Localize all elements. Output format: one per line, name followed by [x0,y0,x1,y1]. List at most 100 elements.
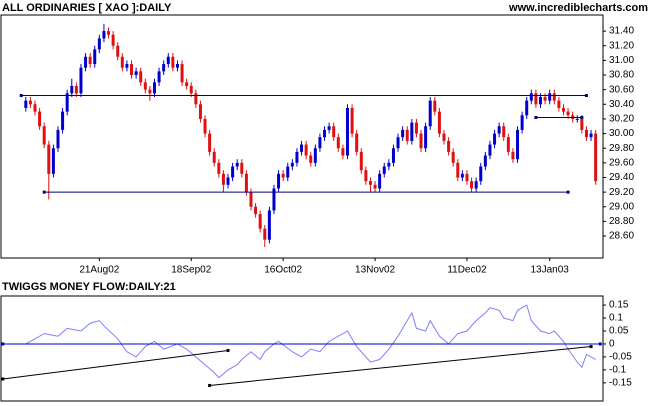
candle-body [102,31,106,39]
candle-body [350,107,354,134]
candle-body [428,100,432,127]
y-tick-label: 31.00 [609,55,634,66]
candle-body [506,137,510,152]
candle-body [111,34,115,46]
y-tick-label: 29.60 [609,157,634,168]
candle-body [180,64,184,83]
y-tick-label: 30.80 [609,70,634,81]
candle-body [566,111,570,116]
candle-body [208,133,212,152]
candle-body [483,155,487,167]
candle-body [235,162,239,167]
candle-body [584,129,588,138]
candle-body [341,148,345,156]
candle-body [451,151,455,163]
source: www.incrediblecharts.com [508,2,648,14]
y-tick-label: 0 [609,339,615,350]
trend-handle [1,377,5,381]
y-tick-label: 0.15 [609,300,629,311]
y-tick-label: -0.1 [609,365,627,376]
trend-handle [566,190,570,194]
y-tick-label: 30.00 [609,128,634,139]
candle-body [424,126,428,149]
y-tick-label: 0.1 [609,313,623,324]
candle-body [575,118,579,120]
y-tick-label: 30.60 [609,84,634,95]
candle-body [401,129,405,138]
candle-body [152,82,156,94]
candle-body [525,100,529,116]
x-tick-label: 13Nov02 [355,265,395,276]
candle-body [47,144,51,174]
panel-frame [0,295,604,402]
candle-body [28,100,32,105]
trend-line [209,346,592,386]
candle-body [93,49,97,65]
candle-body [148,89,152,94]
candle-body [456,162,460,178]
candle-body [465,173,469,182]
candle-body [33,104,37,112]
candle-body [387,162,391,167]
candle-body [120,56,124,68]
candle-body [474,181,478,189]
candle-body [88,56,92,65]
candle-body [442,133,446,141]
trend-handle [19,94,23,98]
y-tick-label: 29.20 [609,187,634,198]
trend-handle [589,345,593,349]
candle-body [327,126,331,130]
candle-body [139,71,143,83]
y-tick-label: 30.40 [609,99,634,110]
trend-handle [598,342,602,346]
candle-body [300,144,304,152]
candle-body [51,148,55,174]
x-tick-label: 16Oct02 [264,265,302,276]
candle-body [520,115,524,130]
candle-body [304,144,308,156]
candle-body [226,177,230,185]
candle-body [70,85,74,94]
candle-body [281,173,285,178]
candle-body [61,111,65,130]
candle-body [134,71,138,76]
candle-body [272,188,276,211]
candle-body [493,133,497,145]
candle-body [221,173,225,185]
candle-body [309,155,313,163]
candle-body [286,166,290,178]
candle-body [359,151,363,171]
x-tick-label: 13Jan03 [531,265,570,276]
candle-body [231,166,235,178]
candle-body [198,104,202,119]
candle-body [470,181,474,189]
candle-body [171,56,175,68]
candle-body [332,126,336,138]
y-tick-label: -0.05 [609,352,632,363]
trend-line [2,349,229,380]
candle-body [24,100,28,108]
candle-body [217,162,221,174]
candle-body [345,107,349,156]
candle-body [290,162,294,167]
candle-body [318,137,322,149]
candle-body [557,100,561,108]
y-tick-label: 29.00 [609,201,634,212]
candle-body [249,192,253,207]
candle-body [529,93,533,101]
candle-body [405,129,409,141]
candle-body [65,93,69,112]
candle-body [589,133,593,138]
candle-body [594,133,598,182]
y-tick-label: 29.40 [609,172,634,183]
candle-body [368,181,372,185]
candle-body [539,96,543,105]
y-tick-label: -0.15 [609,377,632,388]
candle-body [447,140,451,152]
candle-body [460,173,464,178]
candle-body [116,45,120,57]
panel-title: TWIGGS MONEY FLOW:DAILY:21 [2,281,176,293]
candle-body [267,210,271,240]
